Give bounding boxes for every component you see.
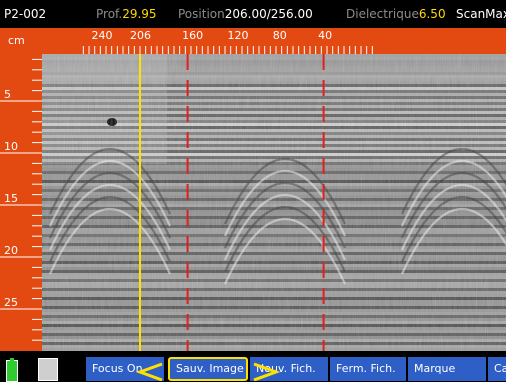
depth-readout: Prof.29.95 (96, 7, 157, 21)
ruler-label: 80 (273, 29, 287, 42)
horizontal-ruler-ticks: 240 206 160 120 80 40 (82, 29, 373, 54)
position-readout: Position206.00/256.00 (178, 7, 313, 21)
vertical-ruler-ticks: 5 10 15 20 25 (0, 58, 42, 341)
ruler-label: 206 (130, 29, 151, 42)
depth-label: 15 (4, 192, 18, 205)
app-name: ScanMax (456, 7, 506, 21)
radargram-image (42, 54, 506, 351)
new-file-button[interactable]: Nouv. Fich. (250, 357, 328, 381)
ruler-label: 160 (182, 29, 203, 42)
ruler-unit: cm (8, 34, 25, 47)
right-arrow-icon[interactable] (250, 362, 280, 381)
vertical-ruler (0, 54, 42, 351)
close-file-button[interactable]: Ferm. Fich. (330, 357, 406, 381)
depth-label: 10 (4, 140, 18, 153)
depth-label: 25 (4, 296, 18, 309)
ruler-label: 120 (227, 29, 248, 42)
left-arrow-icon[interactable] (136, 362, 166, 381)
ruler-label: 240 (91, 29, 112, 42)
ruler-label: 40 (318, 29, 332, 42)
cal-button[interactable]: Ca (488, 357, 506, 381)
radargram-view[interactable] (42, 54, 506, 351)
file-name: P2-002 (4, 7, 47, 21)
battery-icon (6, 358, 32, 382)
mark-button[interactable]: Marque (408, 357, 486, 381)
dielectric-readout: Dielectrique6.50 (346, 7, 446, 21)
depth-label: 5 (4, 88, 11, 101)
storage-icon (38, 358, 58, 381)
depth-label: 20 (4, 244, 18, 257)
status-bar (0, 0, 506, 28)
save-image-button[interactable]: Sauv. Image (168, 357, 248, 381)
